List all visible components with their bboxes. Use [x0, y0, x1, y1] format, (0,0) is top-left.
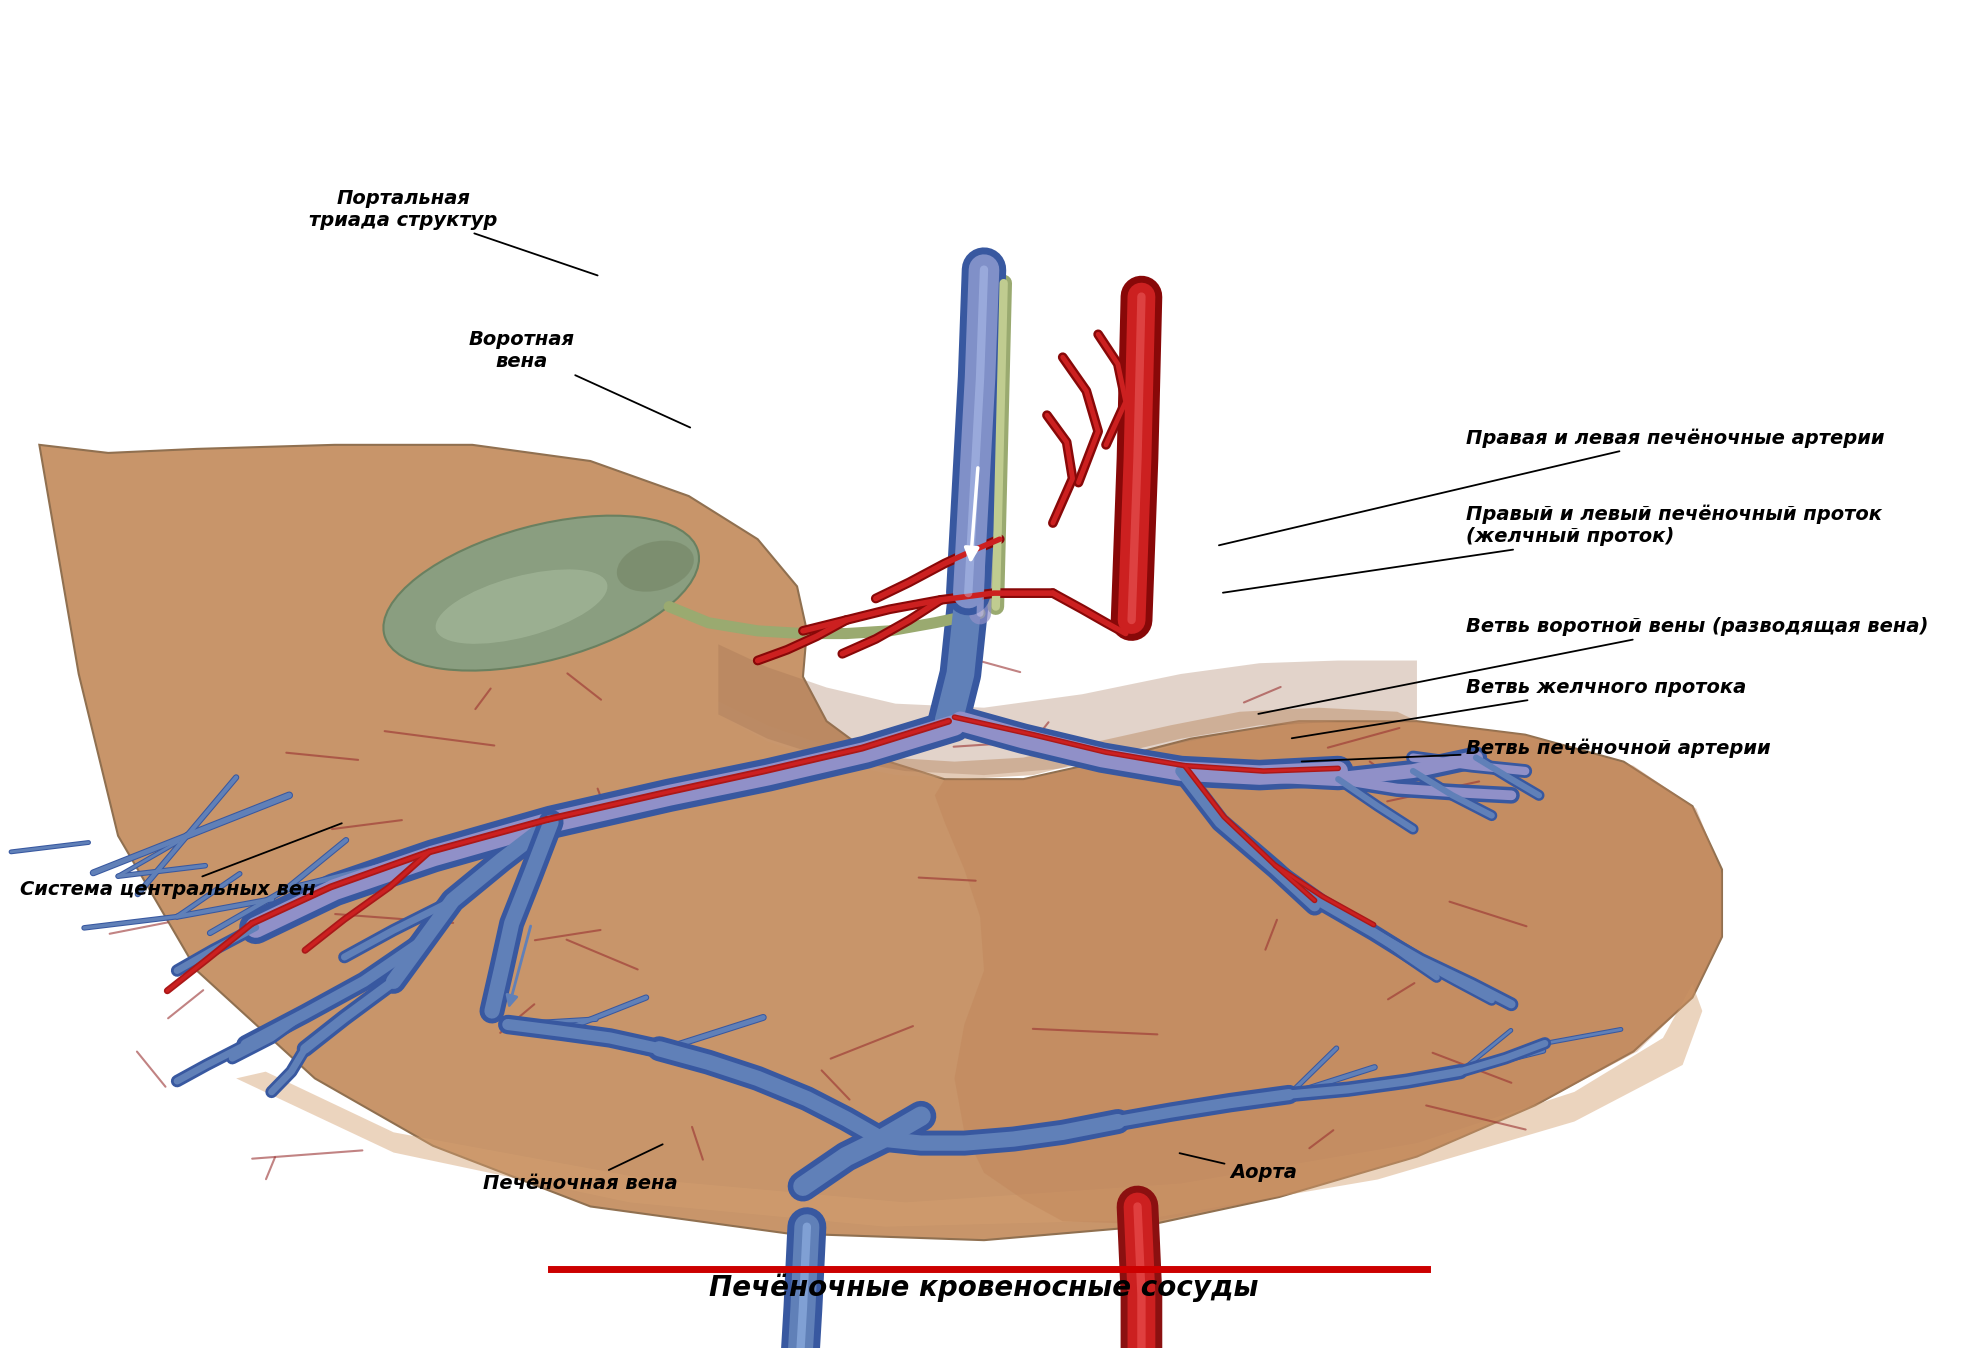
Text: Ветвь печёночной артерии: Ветвь печёночной артерии: [1301, 739, 1771, 762]
Ellipse shape: [435, 569, 608, 644]
Text: Система центральных вен: Система центральных вен: [20, 824, 342, 899]
Text: Печёночные кровеносные сосуды: Печёночные кровеносные сосуды: [708, 1273, 1260, 1302]
Text: Ветвь воротной вены (разводящая вена): Ветвь воротной вены (разводящая вена): [1258, 617, 1929, 714]
Text: Правый и левый печёночный проток
(желчный проток): Правый и левый печёночный проток (желчны…: [1222, 506, 1881, 593]
Text: Портальная
триада структур: Портальная триада структур: [309, 189, 598, 275]
Polygon shape: [718, 701, 1417, 779]
Polygon shape: [39, 445, 1722, 1240]
Text: Ветвь желчного протока: Ветвь желчного протока: [1291, 678, 1746, 739]
Text: Печёночная вена: Печёночная вена: [484, 1144, 677, 1193]
Ellipse shape: [616, 541, 695, 592]
Ellipse shape: [384, 516, 699, 670]
Text: Аорта: Аорта: [1179, 1153, 1297, 1182]
Polygon shape: [718, 644, 1417, 775]
Polygon shape: [236, 984, 1702, 1227]
Text: Воротная
вена: Воротная вена: [468, 330, 691, 427]
Polygon shape: [935, 721, 1722, 1224]
Text: Правая и левая печёночные артерии: Правая и левая печёночные артерии: [1218, 429, 1885, 546]
